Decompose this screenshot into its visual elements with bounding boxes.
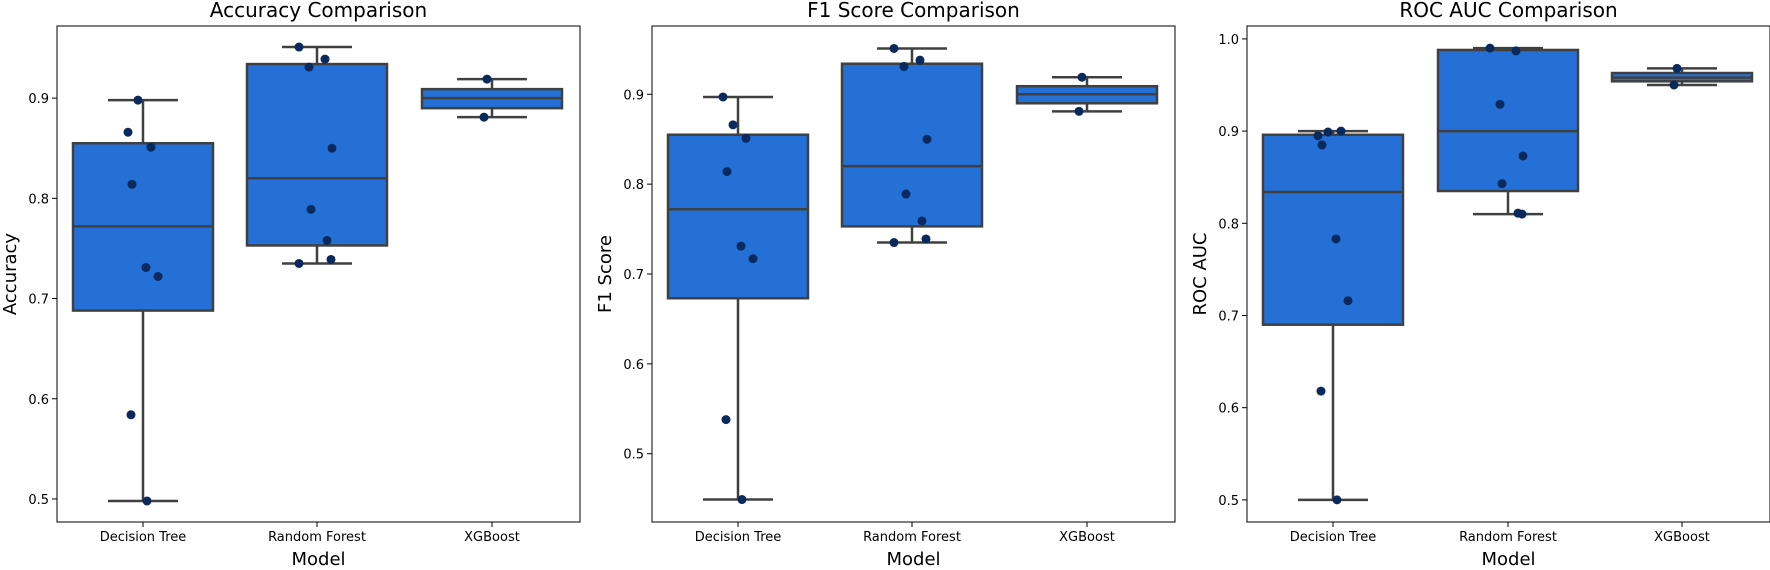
box	[1436, 48, 1580, 193]
data-point	[482, 74, 492, 84]
box	[666, 133, 810, 300]
y-tick-label: 0.6	[623, 358, 644, 373]
data-point	[294, 42, 304, 52]
chart-title: Accuracy Comparison	[210, 0, 427, 22]
x-tick-label: Random Forest	[1459, 530, 1557, 545]
data-point	[721, 415, 731, 425]
data-point	[1343, 296, 1353, 306]
box	[840, 62, 984, 228]
x-tick-label: Decision Tree	[695, 530, 782, 545]
y-tick-label: 1.0	[1218, 33, 1239, 48]
data-point	[1518, 151, 1528, 161]
data-point	[304, 62, 314, 72]
y-tick-label: 0.5	[1218, 494, 1239, 509]
data-point	[889, 238, 899, 248]
data-point	[1336, 126, 1346, 136]
data-point	[1316, 386, 1326, 396]
data-point	[1077, 72, 1087, 82]
data-point	[1495, 99, 1505, 109]
data-point	[1485, 43, 1495, 53]
y-tick-label: 0.9	[28, 92, 49, 107]
y-tick-label: 0.5	[28, 493, 49, 508]
data-point	[921, 234, 931, 244]
data-point	[142, 496, 152, 506]
y-tick-label: 0.6	[1218, 402, 1239, 417]
y-tick-label: 0.9	[1218, 125, 1239, 140]
x-axis-label: Model	[291, 549, 345, 570]
x-tick-label: XGBoost	[464, 530, 520, 545]
data-point	[728, 120, 738, 130]
data-point	[889, 43, 899, 53]
data-point	[1511, 46, 1521, 56]
axes-frame	[56, 25, 581, 523]
data-point	[915, 55, 925, 65]
x-axis-label: Model	[886, 549, 940, 570]
y-tick-label: 0.7	[28, 293, 49, 308]
data-point	[294, 258, 304, 268]
y-tick-label: 0.6	[28, 393, 49, 408]
y-tick-label: 0.9	[623, 88, 644, 103]
data-point	[1517, 209, 1527, 219]
data-point	[479, 112, 489, 122]
box	[1261, 133, 1405, 326]
x-tick-label: Decision Tree	[100, 530, 187, 545]
data-point	[322, 235, 332, 245]
data-point	[133, 95, 143, 105]
y-axis-label: F1 Score	[595, 235, 616, 313]
data-point	[901, 189, 911, 199]
data-point	[1331, 234, 1341, 244]
data-point	[1323, 127, 1333, 137]
data-point	[153, 272, 163, 282]
chart-title: F1 Score Comparison	[807, 0, 1020, 22]
data-point	[899, 61, 909, 71]
data-point	[326, 254, 336, 264]
x-tick-label: Random Forest	[268, 530, 366, 545]
y-tick-label: 0.7	[623, 268, 644, 283]
y-tick-label: 0.5	[623, 448, 644, 463]
box	[245, 62, 389, 247]
data-point	[127, 179, 137, 189]
x-tick-label: XGBoost	[1654, 530, 1710, 545]
data-point	[306, 204, 316, 214]
data-point	[1313, 131, 1323, 141]
data-point	[123, 127, 133, 137]
x-tick-label: XGBoost	[1059, 530, 1115, 545]
x-tick-label: Random Forest	[863, 530, 961, 545]
data-point	[1332, 495, 1342, 505]
chart-title: ROC AUC Comparison	[1399, 0, 1617, 22]
y-axis-label: ROC AUC	[1190, 232, 1211, 315]
y-tick-label: 0.8	[28, 192, 49, 207]
data-point	[1672, 63, 1682, 73]
data-point	[737, 495, 747, 505]
data-point	[1074, 106, 1084, 116]
x-axis-label: Model	[1481, 549, 1535, 570]
data-point	[922, 134, 932, 144]
y-axis-label: Accuracy	[0, 233, 21, 316]
data-point	[1669, 80, 1679, 90]
data-point	[1497, 179, 1507, 189]
y-tick-label: 0.8	[1218, 217, 1239, 232]
data-point	[741, 133, 751, 143]
data-point	[141, 262, 151, 272]
data-point	[320, 54, 330, 64]
data-point	[126, 410, 136, 420]
x-tick-label: Decision Tree	[1290, 530, 1377, 545]
data-point	[146, 142, 156, 152]
data-point	[327, 143, 337, 153]
y-tick-label: 0.7	[1218, 309, 1239, 324]
data-point	[917, 216, 927, 226]
data-point	[722, 167, 732, 177]
data-point	[736, 241, 746, 251]
data-point	[718, 92, 728, 102]
y-tick-label: 0.8	[623, 178, 644, 193]
data-point	[748, 254, 758, 264]
data-point	[1317, 140, 1327, 150]
